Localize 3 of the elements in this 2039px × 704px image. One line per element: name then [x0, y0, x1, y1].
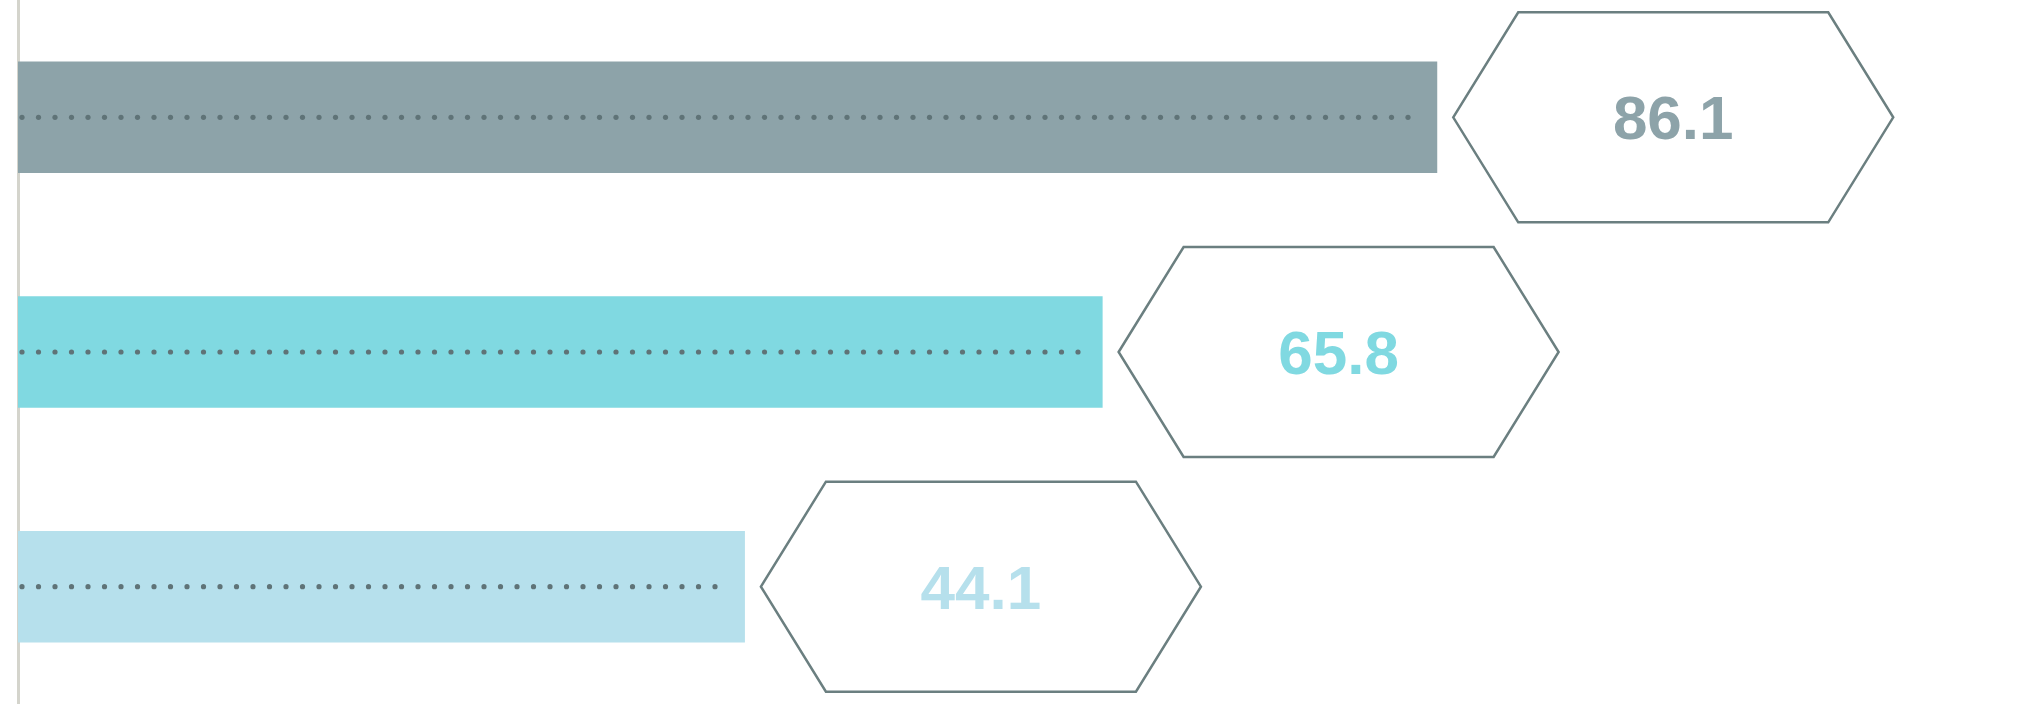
data-label: 44.1: [920, 552, 1042, 622]
data-label: 86.1: [1612, 83, 1734, 153]
data-label: 65.8: [1278, 318, 1399, 387]
